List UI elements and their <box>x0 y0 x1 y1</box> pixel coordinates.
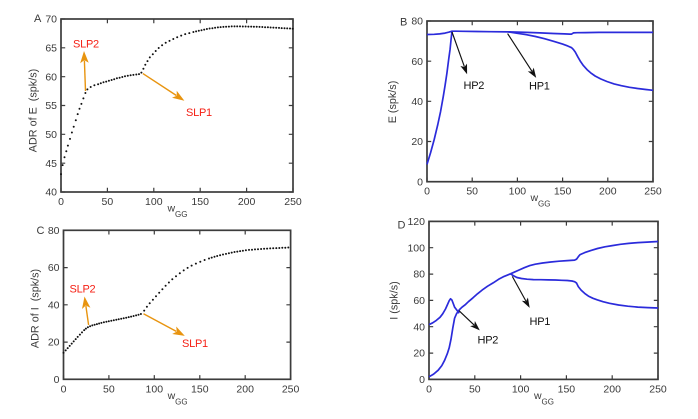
svg-text:SLP2: SLP2 <box>70 283 96 295</box>
svg-text:w: w <box>533 390 542 402</box>
svg-text:45: 45 <box>45 158 57 170</box>
svg-text:150: 150 <box>558 383 576 395</box>
svg-text:HP2: HP2 <box>464 80 485 92</box>
svg-text:w: w <box>530 192 539 204</box>
svg-text:SLP1: SLP1 <box>182 338 208 350</box>
svg-text:D: D <box>398 220 406 232</box>
svg-text:HP1: HP1 <box>530 316 551 328</box>
svg-text:20: 20 <box>48 337 60 349</box>
svg-text:HP1: HP1 <box>529 81 550 93</box>
svg-text:0: 0 <box>61 383 67 395</box>
svg-text:40: 40 <box>413 321 425 333</box>
svg-text:70: 70 <box>45 14 57 26</box>
svg-text:250: 250 <box>644 186 662 198</box>
svg-text:50: 50 <box>466 186 478 198</box>
svg-text:GG: GG <box>175 210 187 219</box>
svg-text:50: 50 <box>469 383 481 395</box>
svg-text:200: 200 <box>603 383 621 395</box>
svg-text:20: 20 <box>413 348 425 360</box>
svg-text:150: 150 <box>191 196 209 208</box>
svg-text:40: 40 <box>48 299 60 311</box>
svg-text:w: w <box>167 203 176 215</box>
svg-text:0: 0 <box>419 374 425 386</box>
svg-text:0: 0 <box>426 383 432 395</box>
svg-text:20: 20 <box>411 136 423 148</box>
svg-text:ADR of E (spk/s): ADR of E (spk/s) <box>28 69 40 152</box>
svg-text:ADR of I (spk/s): ADR of I (spk/s) <box>30 269 42 348</box>
svg-text:250: 250 <box>649 383 667 395</box>
svg-text:60: 60 <box>411 56 423 68</box>
svg-text:250: 250 <box>282 383 300 395</box>
svg-text:w: w <box>167 390 176 402</box>
svg-text:50: 50 <box>102 196 114 208</box>
svg-text:E (spk/s): E (spk/s) <box>387 81 399 124</box>
svg-text:150: 150 <box>191 383 209 395</box>
svg-text:55: 55 <box>45 100 57 112</box>
svg-text:60: 60 <box>45 71 57 83</box>
svg-text:0: 0 <box>58 196 64 208</box>
svg-text:250: 250 <box>284 196 302 208</box>
svg-text:80: 80 <box>411 16 423 28</box>
svg-text:C: C <box>37 225 45 237</box>
svg-text:65: 65 <box>45 42 57 54</box>
svg-text:GG: GG <box>542 397 554 406</box>
svg-text:60: 60 <box>48 262 60 274</box>
svg-text:GG: GG <box>538 200 550 209</box>
svg-text:80: 80 <box>413 269 425 281</box>
svg-text:I (spk/s): I (spk/s) <box>389 281 401 319</box>
svg-text:100: 100 <box>407 242 425 254</box>
svg-text:GG: GG <box>175 397 187 406</box>
svg-text:SLP1: SLP1 <box>186 107 212 119</box>
svg-text:200: 200 <box>238 196 256 208</box>
svg-text:200: 200 <box>599 186 617 198</box>
svg-text:0: 0 <box>54 374 60 386</box>
svg-text:80: 80 <box>48 225 60 237</box>
svg-text:40: 40 <box>411 96 423 108</box>
svg-text:0: 0 <box>417 176 423 188</box>
svg-text:50: 50 <box>103 383 115 395</box>
svg-text:100: 100 <box>145 196 163 208</box>
svg-text:50: 50 <box>45 129 57 141</box>
svg-text:B: B <box>400 17 407 29</box>
svg-text:100: 100 <box>512 383 530 395</box>
svg-text:HP2: HP2 <box>478 335 499 347</box>
svg-text:60: 60 <box>413 295 425 307</box>
svg-text:200: 200 <box>236 383 254 395</box>
svg-text:120: 120 <box>407 216 425 228</box>
svg-text:A: A <box>34 13 42 25</box>
svg-text:100: 100 <box>146 383 164 395</box>
svg-text:40: 40 <box>45 187 57 199</box>
svg-text:SLP2: SLP2 <box>73 39 99 51</box>
svg-text:100: 100 <box>509 186 527 198</box>
svg-text:0: 0 <box>424 186 430 198</box>
svg-text:150: 150 <box>554 186 572 198</box>
